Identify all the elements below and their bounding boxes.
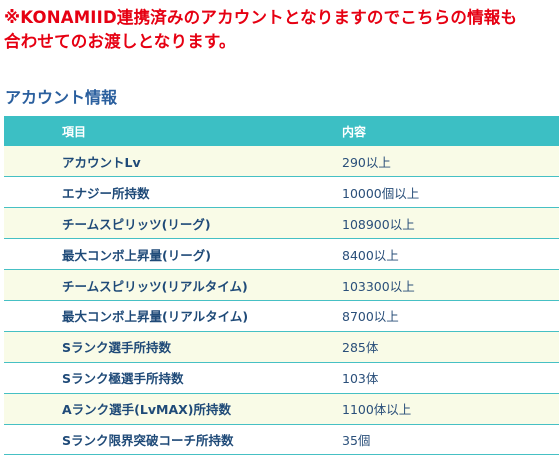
notice-line-2: 合わせてのお渡しとなります。: [4, 32, 236, 51]
row-content-value: 10000個以上: [342, 185, 420, 201]
row-spacer: [4, 177, 62, 208]
table-row: Sランク選手所持数 285体: [4, 331, 559, 363]
row-item-label: チームスピリッツ(リーグ): [62, 216, 211, 232]
row-item-label: Sランク選手所持数: [62, 340, 172, 356]
row-content-value: 8700以上: [342, 309, 399, 325]
row-spacer: [4, 300, 62, 331]
row-content-value: 103体: [342, 371, 379, 387]
row-spacer: [4, 424, 62, 455]
table-header-item: 項目: [62, 124, 87, 139]
row-spacer: [4, 239, 62, 270]
row-item-label: チームスピリッツ(リアルタイム): [62, 278, 248, 294]
section-title: アカウント情報: [5, 88, 118, 107]
table-row: Sランク極選手所持数 103体: [4, 362, 559, 394]
row-content-value: 103300以上: [342, 278, 415, 294]
row-item-label: Aランク選手(LvMAX)所持数: [62, 402, 231, 418]
table-row: アカウントLv 290以上: [4, 146, 559, 177]
row-content-value: 290以上: [342, 154, 391, 170]
row-spacer: [4, 331, 62, 362]
row-content-value: 108900以上: [342, 216, 415, 232]
row-spacer: [4, 208, 62, 239]
row-item-label: Sランク限界突破コーチ所持数: [62, 432, 234, 448]
table-row: 最大コンボ上昇量(リーグ) 8400以上: [4, 238, 559, 270]
row-content-value: 1100体以上: [342, 402, 412, 418]
row-spacer: [4, 270, 62, 301]
row-item-label: エナジー所持数: [62, 185, 150, 201]
row-spacer: [4, 393, 62, 424]
row-item-label: Sランク極選手所持数: [62, 371, 184, 387]
table-row: Sランク限界突破コーチ所持数 35個: [4, 424, 559, 455]
notice-text: ※KONAMIID連携済みのアカウントとなりますのでこちらの情報も 合わせてのお…: [4, 6, 556, 54]
table-header-spacer: [4, 116, 62, 146]
row-item-label: アカウントLv: [62, 154, 141, 170]
table-header-row: 項目 内容: [4, 116, 559, 146]
table-row: チームスピリッツ(リーグ) 108900以上: [4, 207, 559, 239]
notice-line-1: ※KONAMIID連携済みのアカウントとなりますのでこちらの情報も: [4, 8, 518, 27]
table-row: Aランク選手(LvMAX)所持数 1100体以上: [4, 393, 559, 425]
account-info-table: 項目 内容 アカウントLv 290以上 エナジー所持数 10000個以上 チーム…: [4, 116, 559, 455]
table-row: 最大コンボ上昇量(リアルタイム) 8700以上: [4, 300, 559, 332]
row-spacer: [4, 362, 62, 393]
table-row: チームスピリッツ(リアルタイム) 103300以上: [4, 269, 559, 301]
table-header-content: 内容: [342, 124, 367, 139]
table-row: エナジー所持数 10000個以上: [4, 176, 559, 208]
row-spacer: [4, 146, 62, 177]
row-content-value: 8400以上: [342, 247, 399, 263]
row-content-value: 285体: [342, 340, 379, 356]
row-content-value: 35個: [342, 432, 371, 448]
row-item-label: 最大コンボ上昇量(リーグ): [62, 247, 211, 263]
row-item-label: 最大コンボ上昇量(リアルタイム): [62, 309, 249, 325]
